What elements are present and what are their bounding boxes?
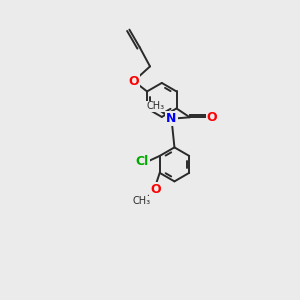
- Text: N: N: [166, 112, 177, 125]
- Text: CH₃: CH₃: [146, 101, 164, 111]
- Text: O: O: [128, 75, 139, 88]
- Text: O: O: [206, 111, 217, 124]
- Text: CH₃: CH₃: [133, 196, 151, 206]
- Text: Cl: Cl: [135, 155, 149, 168]
- Text: O: O: [150, 183, 160, 196]
